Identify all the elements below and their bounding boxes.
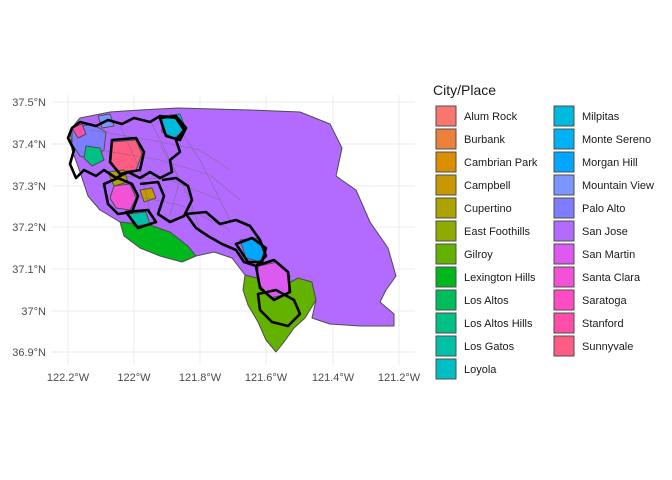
legend-item: Loyola bbox=[435, 358, 497, 380]
legend-items: Alum Rock Burbank Cambrian Park Campbell Cup… bbox=[435, 105, 654, 380]
x-tick-label: 122.2°W bbox=[47, 372, 90, 384]
legend-swatch bbox=[553, 335, 575, 357]
legend-item: Alum Rock bbox=[435, 105, 518, 127]
legend-label: Cambrian Park bbox=[464, 157, 538, 169]
region-san-jose bbox=[69, 107, 397, 327]
legend-swatch bbox=[435, 105, 457, 127]
legend-label: Los Altos bbox=[464, 295, 509, 307]
x-tick-label: 121.2°W bbox=[378, 372, 421, 384]
x-axis-ticks: 122.2°W 122°W 121.8°W 121.6°W 121.4°W 12… bbox=[47, 372, 421, 384]
legend-swatch bbox=[553, 289, 575, 311]
legend-title: City/Place bbox=[433, 82, 496, 98]
legend-label: Lexington Hills bbox=[464, 272, 536, 284]
y-tick-label: 37.3°N bbox=[12, 181, 46, 193]
legend-label: Campbell bbox=[464, 180, 510, 192]
legend-label: Palo Alto bbox=[582, 203, 625, 215]
legend-label: Gilroy bbox=[464, 249, 493, 261]
legend-item: Morgan Hill bbox=[553, 151, 638, 173]
legend-item: Los Altos bbox=[435, 289, 509, 311]
y-tick-label: 37.5°N bbox=[12, 97, 46, 109]
legend-item: Palo Alto bbox=[553, 197, 625, 219]
legend-swatch bbox=[435, 174, 457, 196]
x-tick-label: 121.4°W bbox=[312, 372, 355, 384]
legend-swatch bbox=[553, 197, 575, 219]
legend-label: Sunnyvale bbox=[582, 341, 633, 353]
legend-item: Sunnyvale bbox=[553, 335, 633, 357]
legend-swatch bbox=[435, 220, 457, 242]
legend-item: Campbell bbox=[435, 174, 510, 196]
legend-label: Morgan Hill bbox=[582, 157, 638, 169]
legend-swatch bbox=[553, 243, 575, 265]
legend-label: Los Gatos bbox=[464, 341, 515, 353]
legend-item: Monte Sereno bbox=[553, 128, 651, 150]
legend-swatch bbox=[435, 335, 457, 357]
legend-label: Cupertino bbox=[464, 203, 512, 215]
legend-item: Lexington Hills bbox=[435, 266, 536, 288]
legend-label: Mountain View bbox=[582, 180, 654, 192]
y-axis-ticks: 37.5°N 37.4°N 37.3°N 37.2°N 37.1°N 37°N … bbox=[12, 97, 46, 359]
legend-item: Cambrian Park bbox=[435, 151, 538, 173]
legend-swatch bbox=[553, 312, 575, 334]
y-tick-label: 37.4°N bbox=[12, 139, 46, 151]
y-tick-label: 37°N bbox=[21, 306, 46, 318]
legend-label: San Martin bbox=[582, 249, 635, 261]
x-tick-label: 121.8°W bbox=[179, 372, 222, 384]
legend-swatch bbox=[553, 128, 575, 150]
region-campbell bbox=[139, 187, 157, 203]
legend-item: Los Gatos bbox=[435, 335, 515, 357]
legend-item: Mountain View bbox=[553, 174, 654, 196]
legend-label: Loyola bbox=[464, 364, 497, 376]
legend-swatch bbox=[553, 105, 575, 127]
legend-label: Burbank bbox=[464, 134, 505, 146]
map-regions bbox=[69, 107, 397, 353]
legend-item: Saratoga bbox=[553, 289, 628, 311]
legend-item: Los Altos Hills bbox=[435, 312, 533, 334]
legend-swatch bbox=[435, 243, 457, 265]
legend-item: Stanford bbox=[553, 312, 624, 334]
legend-label: San Jose bbox=[582, 226, 628, 238]
legend-item: San Jose bbox=[553, 220, 628, 242]
legend-swatch bbox=[553, 174, 575, 196]
legend-item: East Foothills bbox=[435, 220, 531, 242]
legend-swatch bbox=[435, 312, 457, 334]
legend-label: Santa Clara bbox=[582, 272, 641, 284]
legend-label: Monte Sereno bbox=[582, 134, 651, 146]
legend-label: East Foothills bbox=[464, 226, 531, 238]
y-tick-label: 37.2°N bbox=[12, 222, 46, 234]
legend-item: Cupertino bbox=[435, 197, 512, 219]
legend-swatch bbox=[435, 289, 457, 311]
legend-label: Stanford bbox=[582, 318, 624, 330]
city-boundaries bbox=[66, 114, 302, 328]
legend-label: Los Altos Hills bbox=[464, 318, 533, 330]
legend-swatch bbox=[435, 128, 457, 150]
legend-swatch bbox=[553, 220, 575, 242]
legend-item: Milpitas bbox=[553, 105, 620, 127]
legend-label: Milpitas bbox=[582, 111, 620, 123]
legend-item: San Martin bbox=[553, 243, 635, 265]
legend-swatch bbox=[435, 151, 457, 173]
legend-swatch bbox=[435, 197, 457, 219]
y-tick-label: 36.9°N bbox=[12, 347, 46, 359]
legend-item: Santa Clara bbox=[553, 266, 641, 288]
x-tick-label: 121.6°W bbox=[245, 372, 288, 384]
legend-swatch bbox=[553, 266, 575, 288]
legend-item: Gilroy bbox=[435, 243, 493, 265]
x-tick-label: 122°W bbox=[117, 372, 151, 384]
legend-label: Saratoga bbox=[582, 295, 628, 307]
region-stanford bbox=[71, 123, 87, 139]
region-los-altos-hills bbox=[83, 145, 105, 167]
legend: City/Place Alum Rock Burbank Cambrian Park… bbox=[433, 82, 654, 380]
y-tick-label: 37.1°N bbox=[12, 264, 46, 276]
legend-swatch bbox=[553, 151, 575, 173]
legend-swatch bbox=[435, 266, 457, 288]
legend-item: Burbank bbox=[435, 128, 505, 150]
legend-swatch bbox=[435, 358, 457, 380]
legend-label: Alum Rock bbox=[464, 111, 518, 123]
